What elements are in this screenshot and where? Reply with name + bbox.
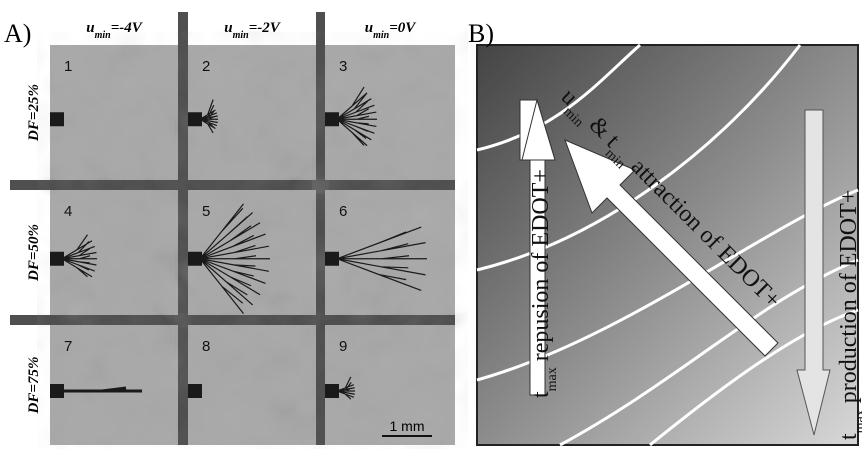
cell-number: 7 [64, 338, 72, 355]
electrode [188, 112, 202, 126]
subscript: min [95, 30, 112, 41]
row-header: DF=50% [26, 224, 42, 282]
label-part: u [365, 20, 373, 36]
electrode [325, 384, 339, 398]
label-part: =0V [389, 20, 417, 36]
arrow-label: tmax production of EDOT+ [836, 190, 862, 440]
label-part: production of EDOT+ [836, 190, 862, 410]
panel-a: 1 2 3 4 5 6 7 8 9 [10, 12, 455, 445]
cell-number: 5 [202, 203, 210, 220]
row-header: DF=75% [26, 357, 42, 415]
electrode [50, 252, 64, 266]
figure: 1 2 3 4 5 6 7 8 9 tmax repusion of EDOT+ umin & … [0, 0, 862, 449]
cell-number: 3 [339, 58, 347, 75]
electrode [188, 252, 202, 266]
cell-number: 9 [339, 338, 347, 355]
subscript: max [853, 409, 862, 433]
label-part: repusion of EDOT+ [528, 169, 554, 367]
subscript: min [373, 30, 390, 41]
subscript: max [545, 367, 560, 391]
electrode [325, 252, 339, 266]
electrode [188, 384, 202, 398]
separator [10, 180, 60, 190]
column-header: umin=0V [365, 20, 418, 41]
row-header: DF=25% [26, 84, 42, 142]
column-header: umin=-2V [224, 20, 282, 41]
separator [10, 315, 60, 325]
cell-number: 6 [339, 203, 347, 220]
panel-label: B) [468, 19, 494, 48]
separator [316, 12, 325, 52]
cell-number: 1 [64, 58, 72, 75]
subscript: min [233, 30, 250, 41]
cell-number: 4 [64, 203, 72, 220]
column-header: umin=-4V [86, 20, 144, 41]
label-part: =-2V [249, 20, 282, 36]
cell-grid: 1 2 3 4 5 6 7 8 9 [50, 45, 455, 445]
panel-label: A) [4, 19, 31, 48]
electrode [325, 112, 339, 126]
scale-bar-label: 1 mm [390, 418, 425, 434]
label-part: u [86, 20, 94, 36]
label-part: =-4V [111, 20, 144, 36]
label-part: u [224, 20, 232, 36]
cell-number: 2 [202, 58, 210, 75]
cell-number: 8 [202, 338, 210, 355]
electrode [50, 112, 64, 126]
panel-b: tmax repusion of EDOT+ umin & tmin attra… [477, 45, 862, 445]
separator [178, 12, 188, 52]
electrode [50, 384, 64, 398]
